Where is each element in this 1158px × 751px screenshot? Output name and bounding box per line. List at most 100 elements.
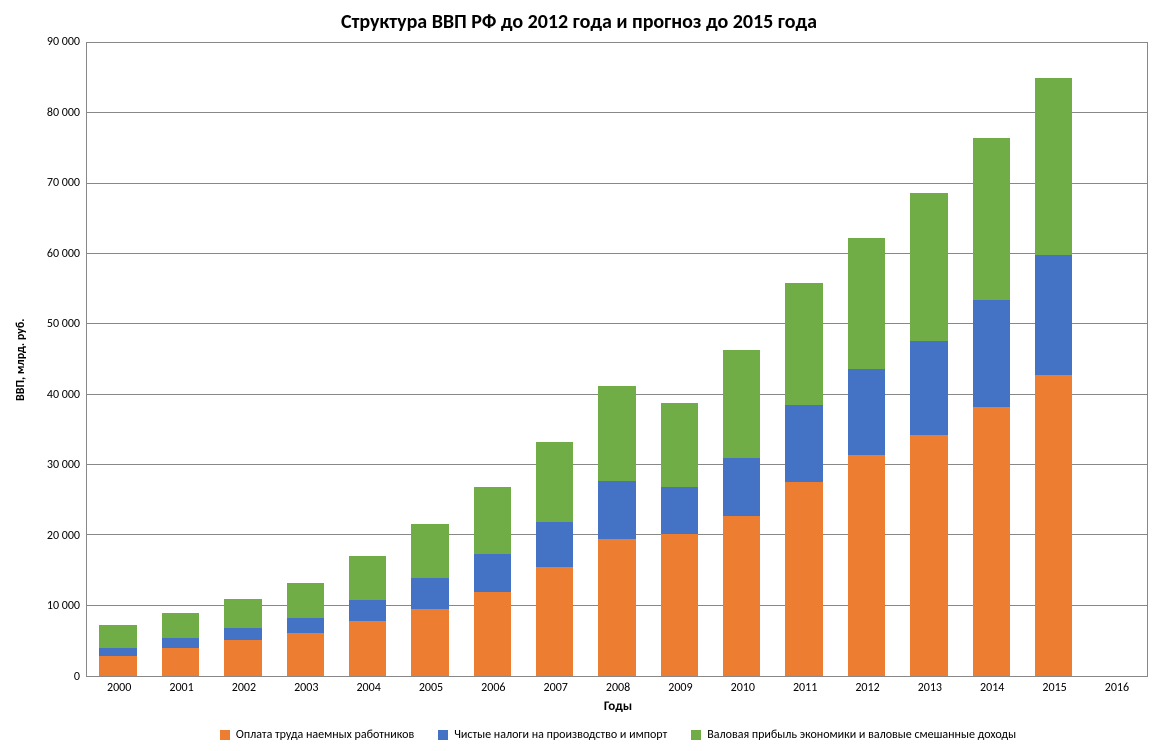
plot-area [86,42,1148,677]
y-tick-label: 40 000 [47,389,80,401]
x-tick-label: 2009 [649,681,711,695]
bar-segment [162,638,199,648]
bar-stack [474,43,511,676]
x-tick-label: 2005 [400,681,462,695]
y-axis-ticks: 90 00080 00070 00060 00050 00040 00030 0… [32,42,86,677]
bar-segment [598,481,635,539]
legend-item: Валовая прибыль экономики и валовые смеш… [691,728,1016,742]
bar-segment [411,524,448,578]
bar-slot [336,43,398,676]
bars-layer [87,43,1147,676]
bar-slot [274,43,336,676]
bar-segment [1035,375,1072,676]
x-tick-label: 2012 [836,681,898,695]
bar-segment [723,516,760,676]
bar-segment [99,656,136,676]
bar-segment [99,625,136,648]
y-tick-label: 80 000 [47,107,80,119]
bar-segment [287,583,324,617]
chart-title: Структура ВВП РФ до 2012 года и прогноз … [10,10,1148,34]
bar-segment [910,341,947,435]
bar-segment [910,193,947,341]
bar-segment [598,386,635,481]
bar-segment [785,482,822,676]
legend-label: Оплата труда наемных работников [236,728,414,742]
bar-segment [661,403,698,487]
x-tick-label: 2004 [337,681,399,695]
y-axis-label: ВВП, млрд. руб. [10,42,32,677]
gdp-structure-chart: Структура ВВП РФ до 2012 года и прогноз … [10,10,1148,741]
bar-segment [1035,78,1072,255]
bar-segment [162,613,199,638]
bar-stack [536,43,573,676]
legend-item: Оплата труда наемных работников [220,728,414,742]
y-tick-label: 70 000 [47,177,80,189]
bar-segment [723,350,760,458]
bar-segment [536,567,573,676]
bar-segment [973,300,1010,407]
bar-slot [87,43,149,676]
x-tick-label: 2010 [712,681,774,695]
legend-swatch [691,730,701,740]
bar-slot [711,43,773,676]
bar-slot [399,43,461,676]
x-axis-label: Годы [88,699,1148,714]
bar-segment [973,138,1010,300]
bar-segment [474,554,511,592]
y-tick-label: 90 000 [47,36,80,48]
x-tick-label: 2016 [1086,681,1148,695]
bar-segment [287,618,324,633]
bar-segment [349,621,386,676]
bar-segment [973,407,1010,676]
bar-segment [349,556,386,600]
y-tick-label: 60 000 [47,248,80,260]
bar-segment [224,640,261,676]
bar-slot [835,43,897,676]
y-tick-label: 50 000 [47,318,80,330]
bar-slot [149,43,211,676]
bar-segment [848,369,885,455]
bar-stack [162,43,199,676]
bar-stack [910,43,947,676]
x-tick-label: 2008 [587,681,649,695]
bar-segment [723,458,760,516]
bar-segment [598,539,635,676]
legend-item: Чистые налоги на производство и импорт [438,728,667,742]
bar-stack [598,43,635,676]
x-tick-label: 2015 [1023,681,1085,695]
bar-segment [349,600,386,621]
plot-wrapper: ВВП, млрд. руб. 90 00080 00070 00060 000… [10,42,1148,677]
bar-slot [960,43,1022,676]
legend-swatch [438,730,448,740]
bar-segment [474,487,511,554]
bar-slot [586,43,648,676]
bar-segment [910,435,947,676]
bar-segment [848,238,885,370]
bar-slot [648,43,710,676]
bar-segment [536,442,573,522]
bar-stack [99,43,136,676]
legend-swatch [220,730,230,740]
bar-slot [773,43,835,676]
bar-segment [162,648,199,676]
legend: Оплата труда наемных работников Чистые на… [88,728,1148,742]
x-axis-ticks: 2000200120022003200420052006200720082009… [88,681,1148,695]
bar-segment [661,534,698,676]
bar-segment [536,522,573,567]
y-tick-label: 20 000 [47,530,80,542]
bar-segment [411,609,448,676]
bar-stack [224,43,261,676]
x-tick-label: 2003 [275,681,337,695]
x-tick-label: 2000 [88,681,150,695]
x-tick-label: 2014 [961,681,1023,695]
legend-label: Чистые налоги на производство и импорт [454,728,667,742]
bar-stack [785,43,822,676]
bar-slot [898,43,960,676]
bar-slot [524,43,586,676]
legend-label: Валовая прибыль экономики и валовые смеш… [707,728,1016,742]
x-tick-label: 2007 [525,681,587,695]
bar-segment [474,592,511,676]
bar-segment [224,599,261,628]
bar-segment [1035,255,1072,375]
bar-segment [287,633,324,676]
